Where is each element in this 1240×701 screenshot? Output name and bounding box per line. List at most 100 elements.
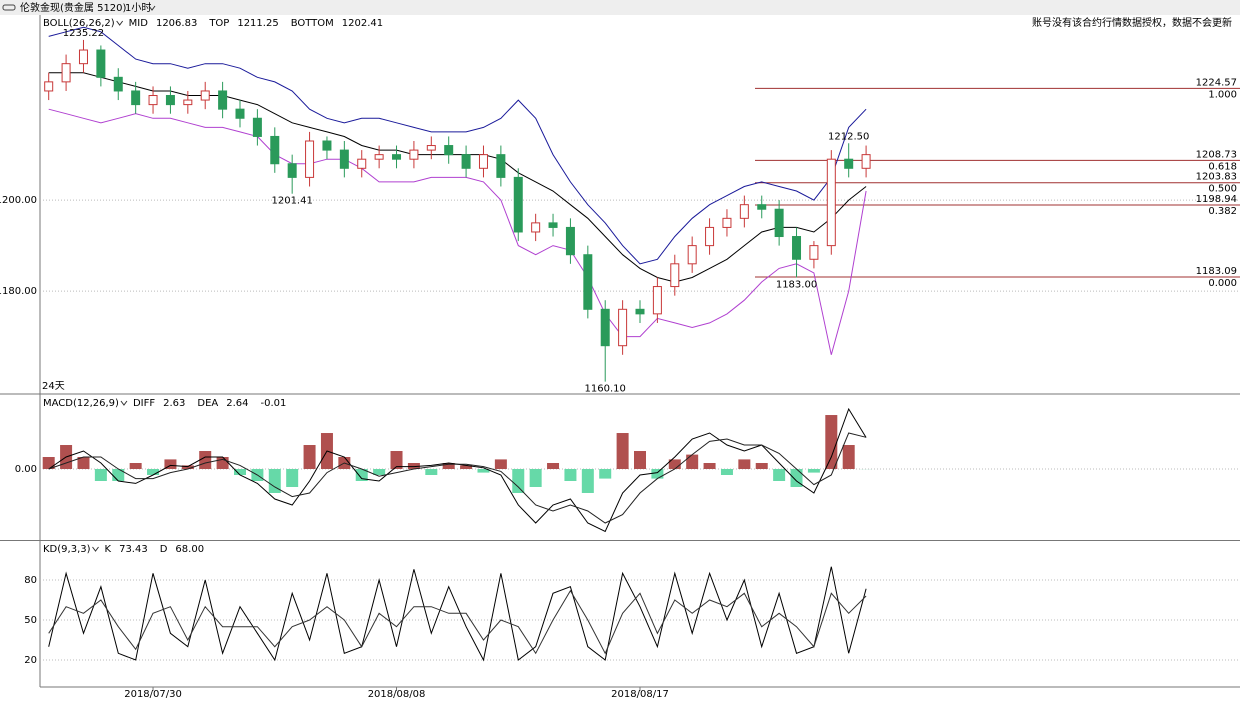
candle-body xyxy=(635,308,645,315)
price-annotation: 1235.22 xyxy=(63,28,104,39)
macd-bar xyxy=(686,454,699,469)
candle-body xyxy=(670,263,680,288)
candle-body xyxy=(374,154,384,160)
kd-line xyxy=(48,566,867,662)
period-dropdown-icon[interactable] xyxy=(148,5,156,11)
data-notice: 账号没有该合约行情数据授权，数据不会更新 xyxy=(1032,16,1232,29)
candle-body xyxy=(148,95,158,106)
x-tick-label: 2018/08/17 xyxy=(611,689,669,700)
candle-body xyxy=(861,154,871,169)
macd-bar xyxy=(634,451,646,469)
y-tick-label: 80 xyxy=(24,575,37,586)
candle-body xyxy=(652,286,662,315)
candle-body xyxy=(61,63,71,83)
range-label: 24天 xyxy=(42,381,65,392)
candle-body xyxy=(565,226,575,256)
macd-bar xyxy=(755,463,768,469)
indicator-name: MACD(12,26,9) xyxy=(43,398,119,409)
macd-bar xyxy=(651,468,664,479)
macd-bar xyxy=(112,468,125,481)
candle-body xyxy=(200,90,210,101)
legend-readout: 1211.25 xyxy=(237,18,278,29)
candle-body xyxy=(235,108,245,119)
candle-body xyxy=(218,90,228,110)
macd-bar xyxy=(616,433,629,469)
macd-bar xyxy=(668,459,681,469)
legend-name: DEA xyxy=(197,398,218,409)
candle-body xyxy=(183,99,193,106)
macd-bar xyxy=(442,463,455,469)
macd-bar xyxy=(825,415,838,469)
macd-bar xyxy=(529,468,542,487)
legend-name: D xyxy=(160,544,168,555)
fib-ratio: 0.618 xyxy=(1208,161,1237,172)
indicator-dropdown-icon[interactable] xyxy=(120,400,128,406)
macd-bar xyxy=(355,468,368,481)
macd-bar xyxy=(738,459,751,469)
price-annotation: 1183.00 xyxy=(776,279,817,290)
candle-body xyxy=(270,135,280,165)
candle-body xyxy=(96,49,106,78)
macd-line xyxy=(48,407,867,533)
legend-readout: 73.43 xyxy=(119,544,148,555)
macd-bar xyxy=(407,463,420,469)
macd-line xyxy=(48,432,867,524)
indicator-name: KD(9,3,3) xyxy=(43,544,91,555)
indicator-name: BOLL(26,26,2) xyxy=(43,18,115,29)
legend-name: BOTTOM xyxy=(291,18,334,29)
candle-body xyxy=(252,117,262,137)
candle-body xyxy=(461,154,471,169)
candle-body xyxy=(392,154,402,160)
indicator-dropdown-icon[interactable] xyxy=(116,20,124,26)
legend-name: TOP xyxy=(208,18,229,29)
legend-name: K xyxy=(105,544,112,555)
link-icon[interactable] xyxy=(2,4,16,11)
legend-readout: 2.63 xyxy=(163,398,185,409)
macd-bar xyxy=(147,468,160,475)
period-selector[interactable]: 1小时 xyxy=(125,2,151,14)
candle-body xyxy=(618,308,628,347)
candle-body xyxy=(44,81,54,92)
macd-bar xyxy=(494,459,507,469)
fib-ratio: 0.500 xyxy=(1208,184,1237,195)
legend-readout: 1202.41 xyxy=(342,18,383,29)
candle-body xyxy=(496,154,506,178)
price-annotation: 1201.41 xyxy=(271,196,312,207)
macd-bar xyxy=(564,468,577,481)
candle-body xyxy=(687,245,697,265)
candle-body xyxy=(78,49,88,65)
indicator-dropdown-icon[interactable] xyxy=(92,546,99,552)
macd-bar xyxy=(599,468,612,479)
candle-body xyxy=(792,236,802,260)
macd-bar xyxy=(842,445,855,469)
candle-body xyxy=(513,176,523,233)
macd-bar xyxy=(268,468,281,493)
kd-line xyxy=(48,589,867,655)
x-tick-label: 2018/08/08 xyxy=(368,689,426,700)
candle-body xyxy=(548,222,558,228)
macd-bar xyxy=(547,463,560,469)
macd-bar xyxy=(286,468,299,487)
candle-body xyxy=(478,154,488,169)
candle-body xyxy=(113,76,123,92)
candle-body xyxy=(809,245,819,260)
fib-ratio: 0.382 xyxy=(1208,206,1237,217)
macd-bar xyxy=(773,468,786,481)
fib-price: 1224.57 xyxy=(1196,77,1237,88)
macd-bar xyxy=(373,468,386,475)
macd-bar xyxy=(216,457,229,469)
candle-body xyxy=(131,90,141,106)
legend-name: DIFF xyxy=(133,398,155,409)
legend-name: MID xyxy=(129,18,149,29)
macd-bar xyxy=(807,468,820,473)
macd-bar xyxy=(77,457,90,469)
macd-bar xyxy=(460,465,473,469)
fib-price: 1183.09 xyxy=(1196,266,1237,277)
candle-body xyxy=(322,140,332,151)
macd-bar xyxy=(181,465,194,469)
macd-bar xyxy=(42,457,55,469)
candle-body xyxy=(844,158,854,169)
fib-price: 1198.94 xyxy=(1196,194,1237,205)
